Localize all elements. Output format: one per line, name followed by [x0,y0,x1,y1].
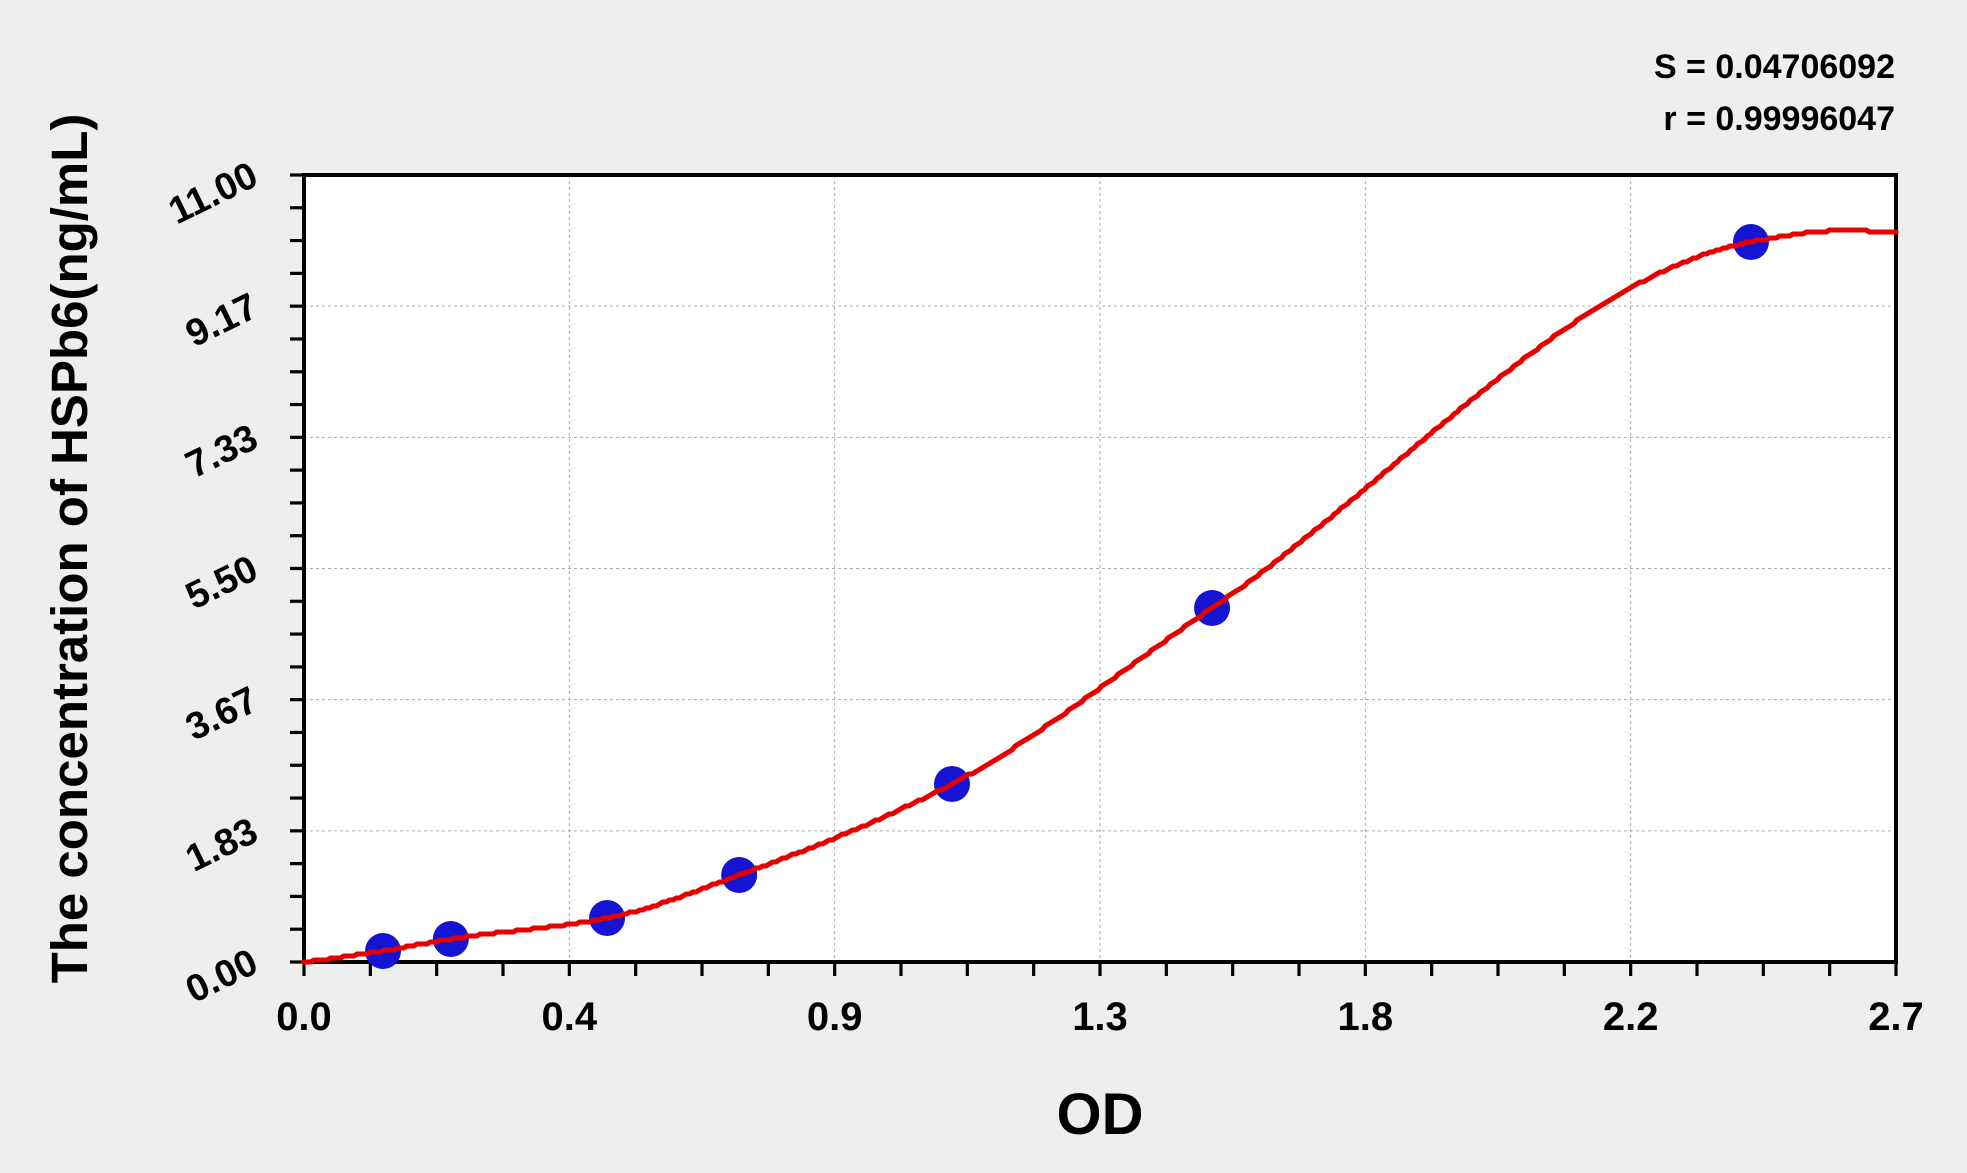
svg-text:0.4: 0.4 [542,995,598,1039]
svg-text:1.8: 1.8 [1338,995,1394,1039]
svg-text:OD: OD [1057,1082,1144,1147]
svg-text:1.3: 1.3 [1072,995,1128,1039]
svg-text:r = 0.99996047: r = 0.99996047 [1663,100,1895,138]
svg-text:2.7: 2.7 [1868,995,1924,1039]
svg-text:0.9: 0.9 [807,995,863,1039]
svg-text:S = 0.04706092: S = 0.04706092 [1654,48,1895,86]
svg-text:2.2: 2.2 [1603,995,1659,1039]
svg-text:The concentration of HSPb6(ng/: The concentration of HSPb6(ng/mL) [41,114,98,984]
svg-text:0.0: 0.0 [276,995,332,1039]
